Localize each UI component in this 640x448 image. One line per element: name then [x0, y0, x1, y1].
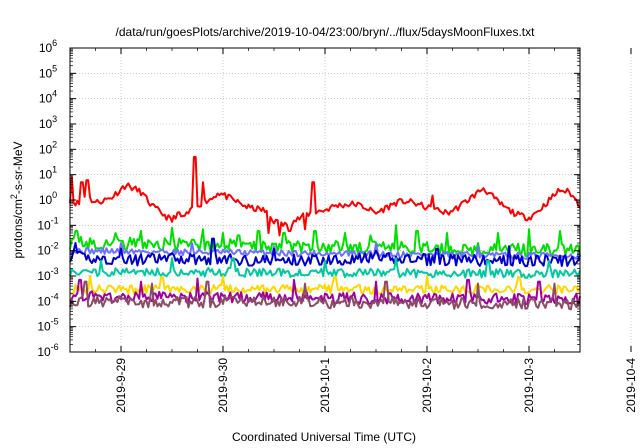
- y-tick-label: 10-3: [37, 266, 58, 283]
- y-tick-label: 10-5: [37, 317, 58, 334]
- y-axis-label-exponent: 2: [9, 194, 19, 199]
- x-tick-label: 2019-10-2: [420, 358, 434, 413]
- y-axis-label: protons/cm2-s-sr-MeV: [9, 141, 25, 258]
- y-axis-ticks: 10-6 10-5 10-4 10-3 10-2 10-1 100 101 102 103 104 1…: [37, 38, 580, 359]
- y-tick-label: 104: [39, 89, 57, 106]
- x-tick-label: 2019-9-30: [216, 358, 230, 413]
- series-line-5: [69, 257, 581, 279]
- series-line-2: [69, 224, 581, 257]
- series-layer: [69, 156, 581, 311]
- x-tick-label: 2019-9-29: [114, 358, 128, 413]
- y-tick-label: 10-6: [37, 342, 58, 359]
- y-tick-label: 102: [39, 139, 57, 156]
- y-axis-label-unit: protons/cm: [11, 199, 25, 258]
- x-axis-ticks: 2019-9-29 2019-9-30 2019-10-1 2019-10-2 2019…: [69, 48, 638, 413]
- y-axis-label-rest: -s-sr-MeV: [11, 141, 25, 194]
- y-tick-label: 103: [39, 114, 57, 131]
- series-line-8: [69, 280, 581, 311]
- series-line-1: [69, 156, 581, 237]
- chart-title: /data/run/goesPlots/archive/2019-10-04/2…: [116, 25, 536, 39]
- y-tick-label: 106: [39, 38, 57, 55]
- y-tick-label: 105: [39, 63, 57, 80]
- y-tick-label: 10-1: [37, 215, 58, 232]
- series-line-3: [69, 242, 581, 260]
- series-line-7: [69, 277, 581, 306]
- x-tick-label: 2019-10-4: [624, 358, 638, 413]
- x-axis-label: Coordinated Universal Time (UTC): [232, 430, 416, 444]
- y-tick-label: 100: [39, 190, 57, 207]
- y-tick-label: 10-2: [37, 241, 58, 258]
- x-tick-label: 2019-10-1: [318, 358, 332, 413]
- y-tick-label: 10-4: [37, 291, 58, 308]
- x-tick-label: 2019-10-3: [522, 358, 536, 413]
- y-tick-label: 101: [39, 165, 57, 182]
- series-line-6: [69, 275, 581, 295]
